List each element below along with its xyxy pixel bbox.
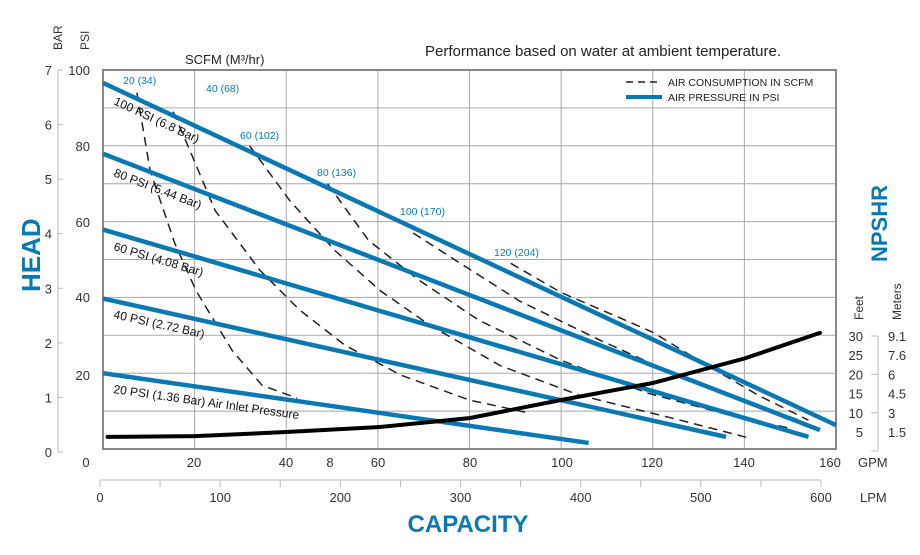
lpm-tick-label: 100	[209, 490, 231, 505]
bar-tick-label: 4	[45, 227, 52, 242]
chart-title: Performance based on water at ambient te…	[425, 43, 781, 60]
npshr-curve-group	[105, 330, 822, 439]
feet-tick-label: 5	[856, 425, 863, 440]
bar-tick-label: 1	[45, 390, 52, 405]
air-consumption-curve	[510, 262, 809, 421]
feet-tick-label: 25	[849, 348, 863, 363]
gpm-tick-label: 80	[463, 455, 477, 470]
meters-tick-label: 1.5	[888, 425, 906, 440]
bar-tick-label: 6	[45, 118, 52, 133]
air-pressure-line	[102, 227, 810, 440]
lpm-tick-label: 500	[690, 490, 712, 505]
legend-air-consumption: AIR CONSUMPTION IN SCFM	[668, 77, 813, 89]
psi-tick-label: 80	[76, 139, 90, 154]
gpm-tick-label: 60	[371, 455, 385, 470]
gpm-tick-label: 40	[279, 455, 293, 470]
air-consumption-label: 60 (102)	[240, 130, 279, 142]
meters-tick-label: 6	[888, 367, 895, 382]
x-axis-title: CAPACITY	[408, 511, 529, 538]
air-consumption-label: 120 (204)	[494, 247, 539, 259]
air-consumption-label: 40 (68)	[206, 83, 239, 95]
air-consumption-curve	[248, 145, 750, 439]
air-consumption-curve	[412, 232, 800, 421]
bar-unit-label: BAR	[51, 25, 65, 50]
air-consumption-label: 100 (170)	[400, 206, 445, 218]
meters-tick-label: 7.6	[888, 348, 906, 363]
bar-tick-label: 5	[45, 172, 52, 187]
gpm-tick-label: 0	[82, 455, 89, 470]
gpm-tick-label: 120	[641, 455, 663, 470]
psi-tick-label: 40	[76, 290, 90, 305]
air-pressure-line	[102, 151, 821, 433]
bar-tick-label: 2	[45, 336, 52, 351]
psi-tick-label: 100	[68, 63, 90, 78]
plot-frame	[102, 69, 837, 450]
meters-tick-label: 4.5	[888, 387, 906, 402]
bar-tick-label: 0	[45, 445, 52, 460]
legend: AIR CONSUMPTION IN SCFM AIR PRESSURE IN …	[626, 77, 813, 104]
gpm-unit-label: GPM	[858, 455, 888, 470]
feet-tick-label: 15	[849, 387, 863, 402]
feet-tick-label: 30	[849, 329, 863, 344]
legend-air-pressure: AIR PRESSURE IN PSI	[668, 92, 779, 104]
gpm-tick-label: 100	[551, 455, 573, 470]
lpm-tick-label: 200	[329, 490, 351, 505]
air-pressure-label: 100 PSI (6.8 Bar)	[112, 94, 202, 146]
npshr-axis-title: NPSHR	[867, 185, 892, 262]
feet-tick-label: 20	[849, 367, 863, 382]
npshr-curve	[105, 330, 822, 439]
gpm-tick-label: 160	[819, 455, 841, 470]
air-pressure-lines	[102, 80, 837, 446]
lpm-tick-label: 600	[810, 490, 832, 505]
air-pressure-line	[102, 296, 727, 440]
y-axis-title: HEAD	[16, 218, 46, 292]
air-consumption-label: 20 (34)	[123, 75, 156, 87]
gpm-tick-label: 8	[326, 455, 333, 470]
bar-tick-label: 3	[45, 281, 52, 296]
scfm-label: SCFM (M³/hr)	[185, 52, 264, 67]
meters-tick-label: 9.1	[888, 329, 906, 344]
air-consumption-label: 80 (136)	[317, 167, 356, 179]
lpm-tick-label: 0	[96, 490, 103, 505]
feet-tick-label: 10	[849, 406, 863, 421]
meters-tick-label: 3	[888, 406, 895, 421]
psi-unit-label: PSI	[78, 31, 92, 50]
gpm-tick-label: 140	[733, 455, 755, 470]
lpm-unit-label: LPM	[860, 490, 887, 505]
bar-tick-label: 7	[45, 63, 52, 78]
psi-tick-label: 20	[76, 368, 90, 383]
air-consumption-curve	[172, 111, 530, 414]
psi-tick-label: 60	[76, 215, 90, 230]
lpm-tick-label: 400	[570, 490, 592, 505]
gpm-tick-label: 20	[187, 455, 201, 470]
feet-unit-label: Feet	[852, 295, 866, 320]
meters-unit-label: Meters	[890, 283, 904, 320]
air-pressure-line	[102, 370, 589, 446]
lpm-tick-label: 300	[450, 490, 472, 505]
